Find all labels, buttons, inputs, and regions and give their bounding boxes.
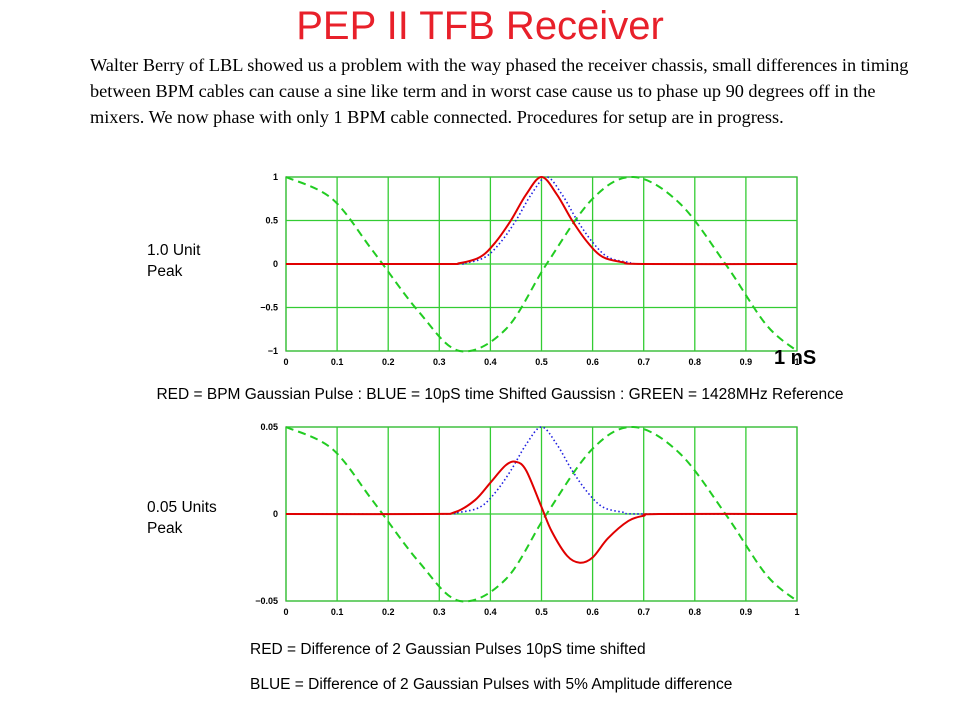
series-line-red	[286, 460, 797, 564]
x-tick-label: 0.6	[586, 357, 599, 367]
x-tick-label: 0.8	[689, 357, 702, 367]
y-tick-label: −0.05	[255, 596, 278, 606]
x-tick-label: 0.4	[484, 357, 497, 367]
x-tick-label: 0.7	[637, 357, 650, 367]
plot2-legend-red: RED = Difference of 2 Gaussian Pulses 10…	[250, 641, 646, 658]
x-tick-label: 0.4	[484, 607, 497, 617]
x-tick-label: 0.5	[535, 357, 548, 367]
plot2-peak-label: 0.05 Units Peak	[147, 497, 217, 539]
plot-pulse-differences: 0 0.1 0.2 0.3 0.4 0.5 0.6 0.7 0.8 0.9 1 0.05 0 −0.05	[255, 422, 799, 617]
series-line-blue	[286, 426, 797, 515]
plot1-peak-line1: 1.0 Unit	[147, 242, 201, 259]
y-tick-label: 0	[273, 509, 278, 519]
x-tick-label: 0.2	[382, 357, 395, 367]
x-tick-label: 0.1	[331, 357, 344, 367]
x-tick-label: 0.9	[740, 357, 753, 367]
y-tick-label: 0.05	[260, 422, 278, 432]
x-tick-label: 0.8	[689, 607, 702, 617]
x-tick-label: 0.2	[382, 607, 395, 617]
x-tick-label: 0.3	[433, 357, 446, 367]
plot2-legend-blue: BLUE = Difference of 2 Gaussian Pulses w…	[250, 676, 733, 693]
x-tick-label: 0.7	[637, 607, 650, 617]
x-tick-label: 0.9	[740, 607, 753, 617]
x-tick-label: 0	[283, 357, 288, 367]
x-tick-label: 1	[794, 607, 799, 617]
x-tick-label: 0.6	[586, 607, 599, 617]
slide-title: PEP II TFB Receiver	[296, 4, 664, 48]
plot1-legend: RED = BPM Gaussian Pulse : BLUE = 10pS t…	[156, 386, 844, 403]
plot1-peak-line2: Peak	[147, 263, 183, 280]
x-tick-label: 0.5	[535, 607, 548, 617]
y-tick-label: 0.5	[265, 216, 278, 226]
x-tick-label: 1	[794, 357, 799, 367]
x-tick-label: 0.1	[331, 607, 344, 617]
description-paragraph: Walter Berry of LBL showed us a problem …	[90, 55, 909, 127]
y-tick-label: −1	[268, 346, 278, 356]
y-tick-label: −0.5	[260, 303, 278, 313]
plot2-peak-line1: 0.05 Units	[147, 499, 217, 516]
plot1-peak-label: 1.0 Unit Peak	[147, 240, 200, 282]
plot2-peak-line2: Peak	[147, 520, 183, 537]
series-line-red	[286, 175, 797, 266]
x-tick-label: 0	[283, 607, 288, 617]
y-tick-label: 1	[273, 172, 278, 182]
x-tick-label: 0.3	[433, 607, 446, 617]
y-tick-label: 0	[273, 259, 278, 269]
x-axis-unit-label: 1 nS	[774, 347, 817, 369]
plot-gaussian-pulses: 0 0.1 0.2 0.3 0.4 0.5 0.6 0.7 0.8 0.9 1 1 0.5 0 −0.5 −1	[260, 172, 799, 367]
